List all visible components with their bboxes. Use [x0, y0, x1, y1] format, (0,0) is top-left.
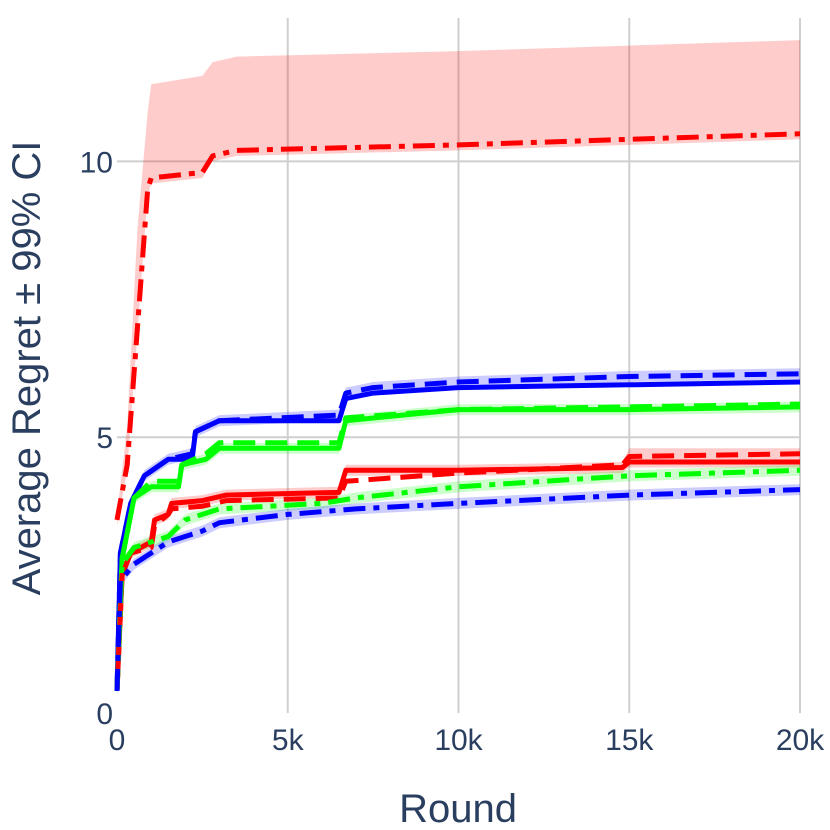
series-line: [114, 487, 801, 691]
x-axis-title: Round: [399, 787, 517, 830]
ci-bands: [117, 40, 800, 697]
series-line: [114, 467, 801, 692]
x-tick-label: 10k: [434, 724, 483, 757]
series-line: [114, 131, 801, 521]
series-line: [114, 401, 801, 691]
ci-band: [117, 40, 800, 526]
y-tick-label: 10: [80, 146, 113, 179]
tick-labels: 0 5k 10k 15k 20k 0 5 10: [80, 146, 826, 757]
x-tick-label: 20k: [776, 724, 825, 757]
y-axis-title: Average Regret ± 99% CI: [5, 141, 49, 596]
y-tick-label: 0: [96, 698, 113, 731]
series-lines: [114, 131, 801, 692]
series-line: [114, 451, 801, 692]
x-tick-label: 0: [109, 724, 126, 757]
x-tick-label: 5k: [272, 724, 305, 757]
x-tick-label: 15k: [605, 724, 654, 757]
y-tick-label: 5: [96, 422, 113, 455]
